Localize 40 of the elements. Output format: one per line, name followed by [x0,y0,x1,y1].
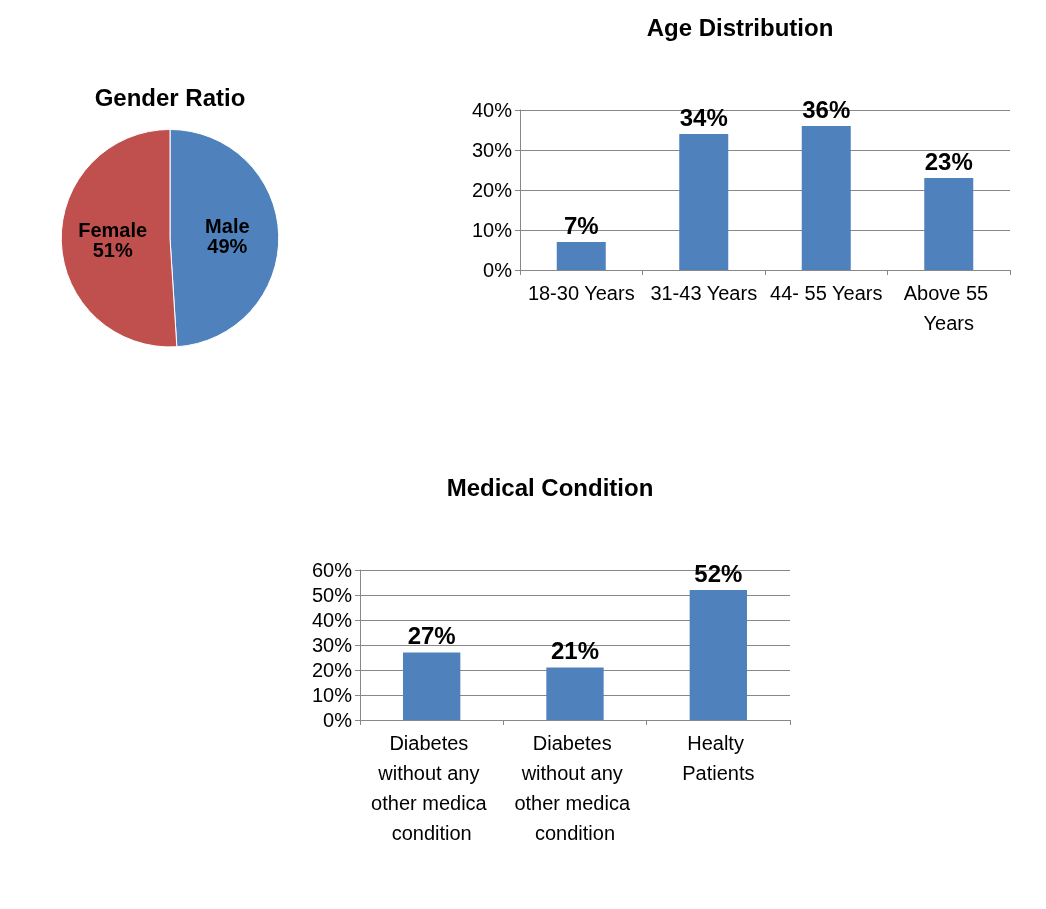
data-label: 21% [550,637,600,664]
data-label: 34% [679,103,728,131]
y-tick-label: 50% [311,584,353,606]
x-tick-label: Diabetes without any other medica condition [514,732,636,844]
y-tick-label: 0% [323,709,353,731]
bar [679,134,729,270]
y-tick-label: 10% [471,219,513,241]
data-label: 27% [407,622,456,649]
data-label: 52% [694,559,743,587]
y-tick-label: 30% [311,634,353,656]
y-tick-label: 10% [311,684,353,706]
x-tick-label: 18-30 Years [527,282,635,304]
y-tick-label: 0% [483,259,513,281]
x-tick-label: Above 55 Years [903,282,994,334]
data-label: 36% [802,95,851,123]
y-tick-label: 40% [311,609,353,631]
data-label: 49% [207,235,248,258]
bar [546,667,604,720]
chart-title: Gender Ratio [94,83,246,111]
y-tick-label: 20% [311,659,353,681]
data-label: 23% [924,147,973,175]
y-tick-label: 40% [471,99,513,121]
slice-label: Female [78,219,148,241]
bar [689,590,747,720]
bar [403,652,461,720]
slice-label: Male [205,215,250,238]
x-tick-label: Diabetes without any other medica condition [371,732,493,844]
data-label: 7% [563,211,599,239]
y-tick-label: 30% [471,139,513,161]
bar [801,126,851,270]
bar [924,178,974,270]
data-label: 51% [92,239,133,261]
chart-title: Age Distribution [646,13,834,41]
chart-title: Medical Condition [446,473,654,501]
x-tick-label: Healty Patients [682,732,755,784]
x-tick-label: 31-43 Years [650,282,758,304]
x-tick-label: 44- 55 Years [770,282,883,304]
y-tick-label: 60% [311,559,353,581]
bar [556,242,606,270]
y-tick-label: 20% [471,179,513,201]
